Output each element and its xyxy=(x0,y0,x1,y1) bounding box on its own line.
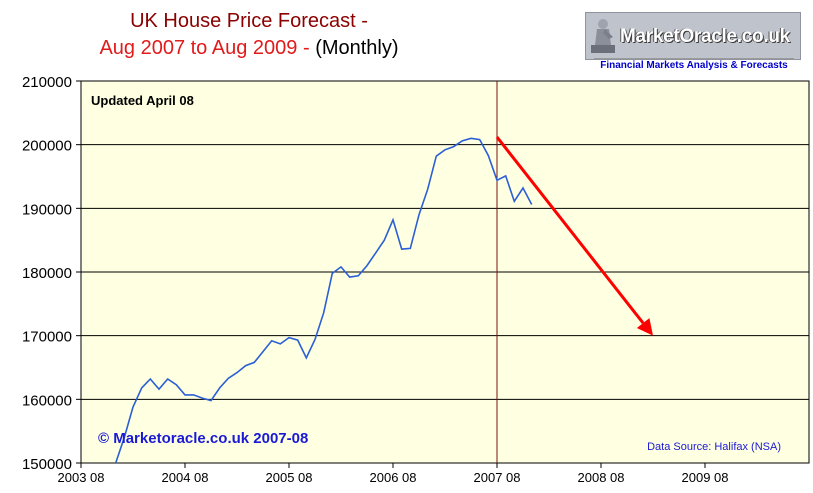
thinker-statue-icon xyxy=(591,19,615,53)
x-tick-label: 2005 08 xyxy=(266,470,313,485)
x-tick-label: 2009 08 xyxy=(682,470,729,485)
title-line-2: Aug 2007 to Aug 2009 - (Monthly) xyxy=(0,35,498,62)
y-tick-label: 190000 xyxy=(22,201,72,218)
y-tick-label: 210000 xyxy=(22,74,72,91)
title-frequency: (Monthly) xyxy=(315,37,399,59)
copyright-label: © Marketoracle.co.uk 2007-08 xyxy=(98,430,308,447)
logo-text: MarketOracle.co.uk xyxy=(620,26,790,47)
x-tick-label: 2008 08 xyxy=(578,470,625,485)
logo-tagline: Financial Markets Analysis & Forecasts xyxy=(594,58,794,71)
x-tick-label: 2004 08 xyxy=(162,470,209,485)
y-tick-label: 180000 xyxy=(22,265,72,282)
x-tick-label: 2003 08 xyxy=(58,470,105,485)
x-tick-label: 2007 08 xyxy=(474,470,521,485)
forecast-arrow-shaft xyxy=(495,136,645,325)
title-line-1: UK House Price Forecast - xyxy=(130,10,368,32)
house-price-line xyxy=(114,137,533,464)
title-date-range: Aug 2007 to Aug 2009 - xyxy=(99,37,310,59)
chart-title: UK House Price Forecast - Aug 2007 to Au… xyxy=(0,8,498,62)
y-tick-label: 160000 xyxy=(22,392,72,409)
y-tick-label: 200000 xyxy=(22,138,72,155)
updated-label: Updated April 08 xyxy=(91,93,194,108)
data-source-label: Data Source: Halifax (NSA) xyxy=(647,441,781,453)
y-tick-label: 150000 xyxy=(22,456,72,473)
y-tick-label: 170000 xyxy=(22,329,72,346)
x-tick-label: 2006 08 xyxy=(370,470,417,485)
marketoracle-logo[interactable]: MarketOracle.co.uk xyxy=(585,12,801,60)
forecast-arrow-head xyxy=(636,318,653,336)
